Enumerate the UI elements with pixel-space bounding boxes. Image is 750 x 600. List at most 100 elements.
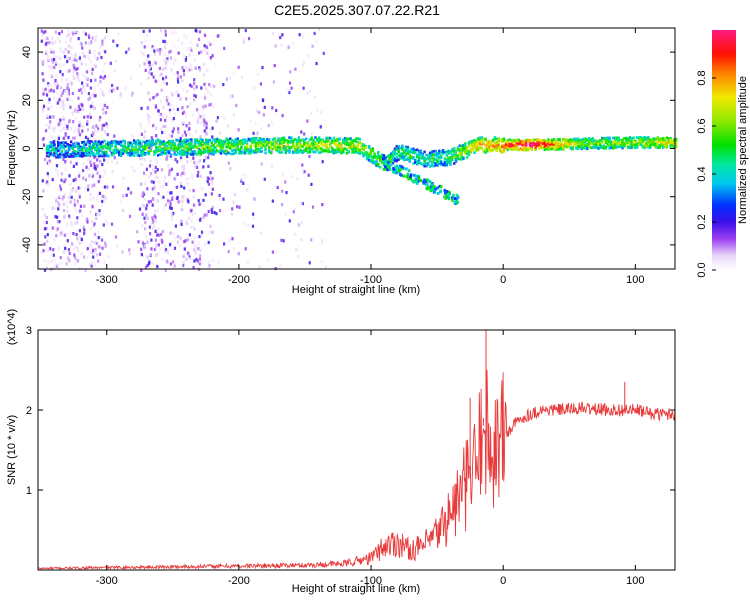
noise-cell bbox=[302, 60, 305, 64]
ridge-cell bbox=[449, 158, 452, 162]
ridge-cell bbox=[243, 141, 247, 144]
ridge-cell bbox=[325, 143, 328, 147]
ridge-cell bbox=[467, 141, 471, 144]
ridge-cell bbox=[602, 137, 606, 140]
ridge-cell bbox=[504, 145, 508, 148]
ridge-cell bbox=[168, 150, 171, 153]
noise-cell bbox=[189, 47, 192, 51]
ridge-cell bbox=[129, 141, 132, 145]
ridge-cell bbox=[334, 149, 337, 152]
ridge-cell bbox=[64, 149, 67, 153]
ridge-cell bbox=[401, 151, 404, 155]
noise-cell bbox=[44, 87, 47, 91]
noise-cell bbox=[107, 255, 110, 259]
ridge-cell bbox=[539, 141, 543, 144]
noise-cell bbox=[130, 191, 133, 195]
noise-cell bbox=[209, 102, 213, 107]
ridge-cell bbox=[110, 153, 114, 157]
ridge-cell bbox=[316, 142, 319, 146]
ridge-cell bbox=[654, 142, 657, 146]
ridge-cell bbox=[138, 142, 141, 146]
ridge-cell bbox=[371, 147, 374, 150]
noise-cell bbox=[72, 178, 75, 182]
noise-cell bbox=[67, 50, 70, 54]
noise-cell bbox=[101, 199, 104, 203]
noise-cell bbox=[187, 176, 190, 181]
ridge-cell bbox=[539, 144, 543, 147]
ridge-cell bbox=[264, 143, 267, 146]
noise-cell bbox=[188, 53, 191, 57]
ridge-cell bbox=[295, 143, 299, 147]
noise-cell bbox=[198, 173, 201, 177]
ridge-cell bbox=[458, 148, 461, 151]
noise-cell bbox=[74, 179, 77, 183]
noise-cell bbox=[203, 48, 206, 52]
noise-cell bbox=[205, 87, 208, 91]
ridge-cell bbox=[488, 148, 491, 152]
ridge-cell bbox=[564, 138, 567, 141]
noise-cell bbox=[244, 174, 247, 178]
ridge-cell bbox=[108, 149, 112, 152]
noise-cell bbox=[152, 96, 155, 100]
noise-cell bbox=[148, 98, 152, 102]
ridge-cell bbox=[530, 139, 534, 143]
ridge-cell bbox=[310, 142, 313, 146]
noise-cell bbox=[78, 241, 81, 245]
ridge-cell bbox=[491, 144, 495, 148]
noise-cell bbox=[46, 233, 49, 237]
noise-cell bbox=[244, 247, 247, 251]
noise-cell bbox=[160, 238, 163, 242]
noise-cell bbox=[68, 139, 71, 143]
noise-cell bbox=[177, 74, 180, 78]
ridge-cell bbox=[247, 138, 250, 141]
ridge-cell bbox=[562, 138, 565, 141]
noise-cell bbox=[87, 157, 90, 161]
noise-cell bbox=[75, 189, 78, 193]
noise-cell bbox=[190, 67, 193, 72]
ridge-cell bbox=[340, 142, 343, 146]
ridge-cell bbox=[460, 144, 463, 148]
noise-cell bbox=[269, 145, 272, 149]
heatmap-cells bbox=[40, 28, 678, 273]
noise-cell bbox=[60, 261, 63, 265]
ridge-cell bbox=[643, 142, 646, 146]
noise-cell bbox=[145, 203, 149, 207]
noise-cell bbox=[78, 121, 81, 125]
noise-cell bbox=[89, 227, 92, 231]
ridge-cell bbox=[158, 149, 162, 152]
ridge-cell bbox=[630, 146, 633, 149]
ridge-cell bbox=[255, 148, 258, 151]
noise-cell bbox=[183, 247, 186, 251]
ridge-cell bbox=[314, 146, 317, 149]
ridge-cell bbox=[216, 149, 219, 153]
noise-cell bbox=[186, 198, 189, 202]
noise-cell bbox=[114, 235, 118, 239]
ridge-cell bbox=[582, 139, 585, 143]
ridge-cell bbox=[628, 143, 632, 147]
ridge-cell bbox=[575, 147, 578, 150]
noise-cell bbox=[131, 91, 134, 96]
ridge-cell bbox=[534, 138, 537, 142]
noise-cell bbox=[52, 60, 55, 64]
noise-cell bbox=[194, 66, 197, 70]
noise-cell bbox=[156, 264, 159, 269]
ridge-cell bbox=[652, 137, 656, 140]
branch-cell bbox=[451, 196, 454, 200]
noise-cell bbox=[67, 135, 70, 140]
noise-cell bbox=[60, 30, 64, 34]
ridge-cell bbox=[595, 146, 598, 150]
noise-cell bbox=[148, 29, 151, 33]
noise-cell bbox=[138, 207, 142, 211]
ridge-cell bbox=[57, 155, 60, 159]
ridge-cell bbox=[329, 141, 332, 144]
noise-cell bbox=[205, 45, 208, 49]
ridge-cell bbox=[349, 146, 352, 150]
noise-cell bbox=[61, 197, 64, 201]
ridge-cell bbox=[142, 149, 145, 153]
ridge-cell bbox=[284, 147, 287, 150]
ridge-cell bbox=[99, 145, 102, 149]
noise-cell bbox=[241, 75, 244, 79]
noise-cell bbox=[211, 187, 214, 191]
ridge-cell bbox=[382, 168, 386, 171]
ridge-cell bbox=[338, 150, 341, 154]
